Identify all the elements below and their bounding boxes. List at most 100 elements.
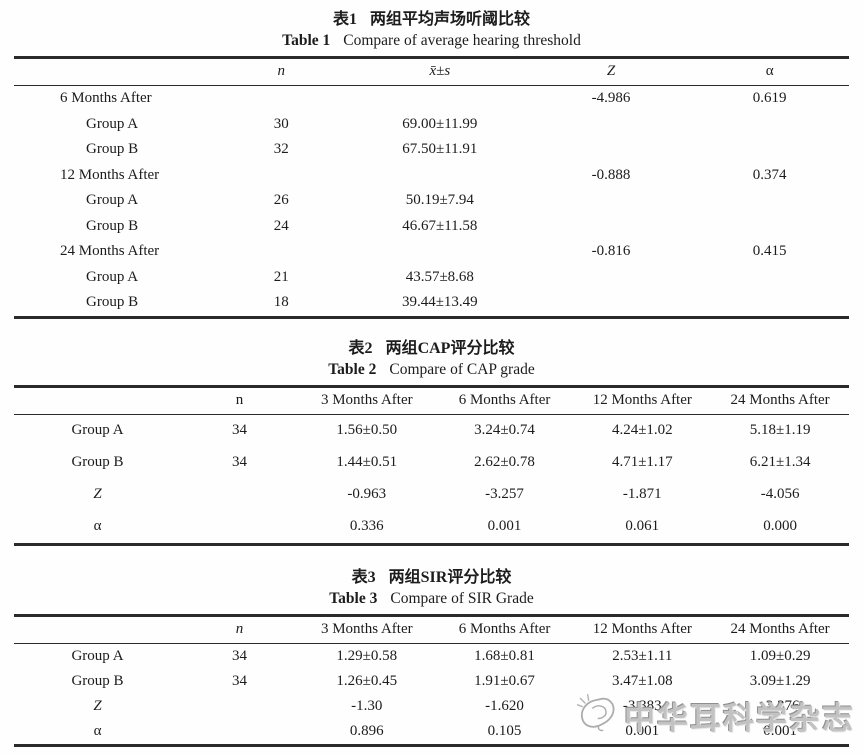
table-cell: -1.620 xyxy=(485,697,524,714)
table-cell: 0.001 xyxy=(625,722,660,739)
table1-zh-label: 表1 xyxy=(332,11,357,28)
table-row: Group A 34 1.29±0.58 1.68±0.81 2.53±1.11… xyxy=(14,643,849,669)
row-label-alpha: α xyxy=(93,722,102,739)
table-cell: -0.816 xyxy=(591,243,631,260)
table-cell: 21 xyxy=(273,268,289,285)
table-cell: 43.57±8.68 xyxy=(405,268,474,285)
column-header-n: n xyxy=(214,57,348,86)
table-cell: 46.67±11.58 xyxy=(402,217,478,234)
table-row: Group B 24 46.67±11.58 xyxy=(14,214,849,240)
table2: n 3 Months After 6 Months After 12 Month… xyxy=(14,384,849,546)
table1-title-zh: 表1 两组平均声场听阈比较 xyxy=(14,9,849,30)
table-cell: 0.619 xyxy=(752,90,787,107)
table-cell: 24 xyxy=(273,217,289,234)
table1-header-row: n x̄±s Z α xyxy=(14,57,849,86)
table1-en-label: Table 1 xyxy=(282,32,331,49)
column-header-mean-sd: x̄±s xyxy=(347,57,532,86)
table-cell: 30 xyxy=(273,115,289,132)
table-cell: -0.963 xyxy=(347,486,387,502)
table1: n x̄±s Z α 6 Months After -4.986 0.619 G… xyxy=(14,56,849,319)
table-cell: 2.62±0.78 xyxy=(474,454,535,470)
table-cell: 1.26±0.45 xyxy=(336,672,398,689)
row-label: Group A xyxy=(86,115,139,132)
table-cell: 32 xyxy=(273,141,289,158)
column-header-n: n xyxy=(181,386,298,415)
row-label: 12 Months After xyxy=(60,166,160,183)
table-cell: 0.061 xyxy=(625,518,660,534)
table-cell: 0.374 xyxy=(752,166,787,183)
table-row: 24 Months After -0.816 0.415 xyxy=(14,239,849,265)
table-cell xyxy=(690,112,849,138)
table-cell: 1.91±0.67 xyxy=(474,672,535,689)
row-label: Group A xyxy=(86,192,139,209)
table-row: α 0.896 0.105 0.001 0.001 xyxy=(14,719,849,746)
table-cell xyxy=(181,694,298,719)
column-header-12m: 12 Months After xyxy=(573,386,712,415)
column-header-n: n xyxy=(181,615,298,644)
table2-zh-label: 表2 xyxy=(348,339,373,357)
table-row: Group B 34 1.44±0.51 2.62±0.78 4.71±1.17… xyxy=(14,447,849,479)
table-cell xyxy=(181,479,298,511)
table2-zh-text: 两组CAP评分比较 xyxy=(385,339,515,357)
table-cell: 39.44±13.49 xyxy=(401,294,478,311)
row-label: Group B xyxy=(86,141,139,158)
row-label-z: Z xyxy=(93,486,102,502)
table-cell: 1.29±0.58 xyxy=(336,647,398,664)
table3-zh-label: 表3 xyxy=(351,568,376,586)
table-cell: -4.986 xyxy=(591,90,631,107)
table-row: 6 Months After -4.986 0.619 xyxy=(14,86,849,112)
table-row: Group A 21 43.57±8.68 xyxy=(14,265,849,291)
table2-title-en: Table 2 Compare of CAP grade xyxy=(14,359,849,380)
row-label: Group B xyxy=(71,454,124,470)
row-label: 24 Months After xyxy=(60,243,160,260)
table-cell xyxy=(532,290,691,317)
column-header-alpha: α xyxy=(690,57,849,86)
table3-zh-text: 两组SIR评分比较 xyxy=(388,568,512,586)
table-cell xyxy=(348,239,532,265)
table3-title-zh: 表3 两组SIR评分比较 xyxy=(14,567,849,588)
table-cell xyxy=(214,239,348,265)
table-cell: 34 xyxy=(231,454,247,470)
table-cell xyxy=(348,86,532,112)
table-row: Group A 34 1.56±0.50 3.24±0.74 4.24±1.02… xyxy=(14,414,849,447)
row-label-alpha: α xyxy=(93,518,102,534)
column-header-empty xyxy=(14,57,215,86)
table-row: Group A 26 50.19±7.94 xyxy=(14,188,849,214)
table2-section: 表2 两组CAP评分比较 Table 2 Compare of CAP grade … xyxy=(14,338,849,546)
table1-section: 表1 两组平均声场听阈比较 Table 1 Compare of average h… xyxy=(14,9,849,319)
table-cell: -3.383 xyxy=(622,697,662,714)
table-cell: 0.415 xyxy=(752,243,787,260)
table-cell xyxy=(690,290,849,317)
table1-zh-text: 两组平均声场听阈比较 xyxy=(370,11,531,28)
table-cell: 1.09±0.29 xyxy=(749,647,811,664)
table-cell: -4.056 xyxy=(760,486,800,502)
table-row: Group B 32 67.50±11.91 xyxy=(14,137,849,163)
table-cell xyxy=(532,265,691,291)
column-header-empty xyxy=(14,615,181,644)
table-row: Z -0.963 -3.257 -1.871 -4.056 xyxy=(14,479,849,511)
table-cell xyxy=(690,137,849,163)
table-cell: 4.24±1.02 xyxy=(611,422,673,438)
column-header-empty xyxy=(14,386,181,415)
table-cell: -1.871 xyxy=(622,486,662,502)
table1-en-text: Compare of average hearing threshold xyxy=(343,32,581,49)
column-header-12m: 12 Months After xyxy=(573,615,712,644)
table3-en-label: Table 3 xyxy=(329,589,378,607)
table3: n 3 Months After 6 Months After 12 Month… xyxy=(14,613,849,747)
row-label: Group A xyxy=(86,268,139,285)
table-cell: 3.47±1.08 xyxy=(611,672,673,689)
row-label: Group B xyxy=(71,672,124,689)
column-header-3m: 3 Months After xyxy=(297,386,436,415)
row-label: Group B xyxy=(86,294,139,311)
table-row: Z -1.30 -1.620 -3.383 -3.376 xyxy=(14,694,849,719)
table-cell xyxy=(214,86,348,112)
table-row: Group A 30 69.00±11.99 xyxy=(14,112,849,138)
column-header-24m: 24 Months After xyxy=(711,386,849,415)
table-cell: 34 xyxy=(231,647,247,664)
table-cell: 4.71±1.17 xyxy=(611,454,673,470)
table-cell: 2.53±1.11 xyxy=(612,647,673,664)
column-header-6m: 6 Months After xyxy=(435,615,574,644)
table1-title-en: Table 1 Compare of average hearing thresh… xyxy=(14,30,849,51)
table2-en-label: Table 2 xyxy=(328,360,377,378)
